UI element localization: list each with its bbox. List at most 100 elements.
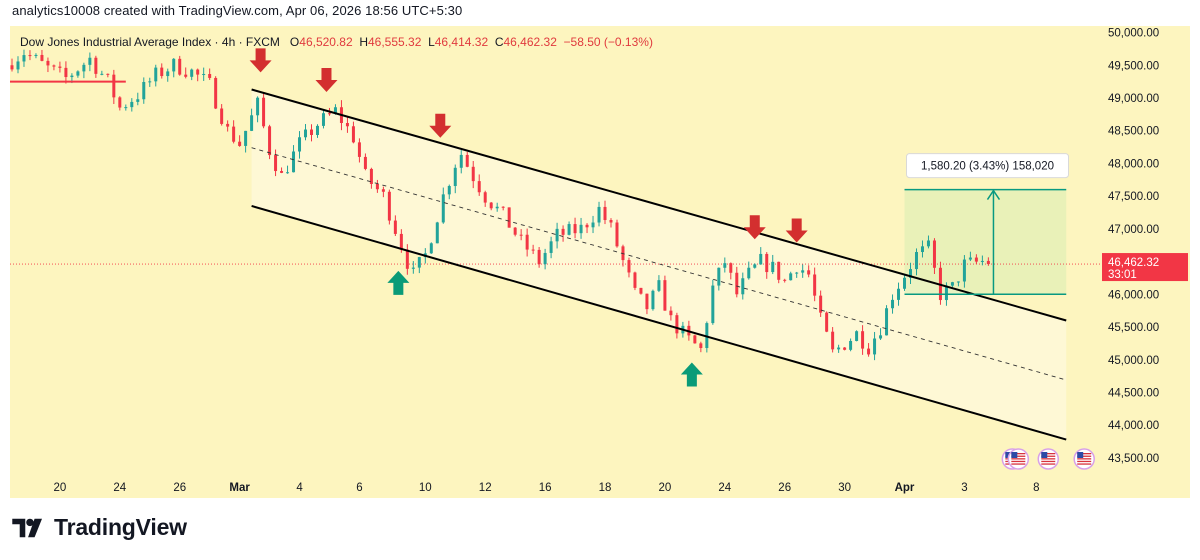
candle: [142, 77, 146, 104]
price-chart[interactable]: 43,500.00 44,000.00 44,500.00 45,000.00 45,5…: [10, 26, 1190, 498]
candle-body: [238, 141, 242, 146]
candle: [483, 190, 487, 207]
candle-body: [166, 71, 170, 77]
price-axis-label: 46,000.00: [1108, 289, 1159, 301]
candle: [58, 61, 62, 73]
candle-body: [891, 299, 895, 309]
candle-body: [333, 107, 337, 114]
candle-body: [914, 252, 918, 270]
candle: [513, 227, 517, 237]
candle-body: [94, 57, 98, 74]
candle-body: [208, 73, 212, 78]
candle: [154, 64, 158, 87]
candle-body: [375, 183, 379, 190]
candle: [202, 67, 206, 81]
candle: [136, 92, 140, 106]
channel-upper-line: [251, 88, 1067, 322]
candle-body: [106, 73, 110, 75]
candle: [867, 343, 871, 357]
candle-body: [777, 261, 781, 280]
candle: [405, 244, 409, 275]
candle-body: [651, 290, 655, 310]
candle: [753, 263, 757, 269]
candle: [537, 246, 541, 268]
candle: [232, 120, 236, 144]
tradingview-brand[interactable]: TradingView: [12, 514, 187, 541]
candle: [819, 290, 823, 317]
candle-body: [82, 64, 86, 72]
candle: [801, 264, 805, 278]
candle: [597, 201, 601, 227]
candle: [837, 344, 841, 353]
candle: [363, 153, 367, 171]
candle: [519, 229, 523, 241]
candle: [585, 223, 589, 234]
time-axis-label: 24: [113, 482, 126, 494]
candle-body: [298, 137, 302, 152]
candle-body: [226, 123, 230, 127]
candle: [669, 306, 673, 321]
legend-low-value: 46,414.32: [434, 35, 489, 49]
legend-symbol: Dow Jones Industrial Average Index · 4h …: [20, 35, 280, 49]
candle-body: [980, 260, 984, 262]
candle: [124, 104, 128, 111]
candle: [220, 104, 224, 126]
candle-body: [926, 240, 930, 247]
candle-body: [986, 260, 990, 265]
measure-box: [904, 189, 1067, 295]
candle-body: [819, 295, 823, 313]
candle: [88, 52, 92, 72]
price-axis-label: 50,000.00: [1108, 28, 1159, 40]
candle: [447, 184, 451, 200]
candle-body: [561, 228, 565, 235]
candle: [411, 261, 415, 274]
candle: [711, 279, 715, 325]
legend-close-value: 46,462.32: [503, 35, 557, 49]
candle-body: [471, 166, 475, 182]
candle-body: [124, 107, 128, 109]
candle: [112, 69, 116, 105]
candle-body: [849, 340, 853, 350]
candle: [968, 251, 972, 262]
down-arrow-icon: [743, 215, 766, 240]
candle: [310, 124, 313, 142]
candle: [956, 281, 960, 287]
candle: [501, 206, 505, 211]
candle-body: [88, 57, 92, 65]
candle-body: [932, 240, 936, 268]
candle: [795, 271, 799, 278]
candle: [849, 338, 853, 352]
chart-credit: analytics10008 created with TradingView.…: [12, 3, 463, 18]
measure-arrow-icon: [986, 189, 1001, 201]
candle: [932, 238, 936, 275]
candle: [926, 235, 930, 249]
candle: [429, 242, 433, 254]
candle: [675, 312, 679, 339]
candle: [723, 257, 727, 273]
candle: [717, 267, 721, 291]
time-axis-label: 26: [173, 482, 186, 494]
candle-body: [555, 228, 559, 242]
candle-body: [345, 123, 349, 127]
legend-low-label: L: [428, 35, 435, 49]
price-axis-label: 47,000.00: [1108, 224, 1159, 236]
candle-body: [944, 285, 948, 301]
candle: [663, 275, 667, 311]
candle: [825, 311, 829, 333]
candle: [315, 124, 319, 138]
candle-body: [172, 58, 176, 72]
candle: [843, 347, 847, 351]
price-axis-label: 48,000.00: [1108, 158, 1159, 170]
candle-body: [897, 288, 901, 300]
candle: [657, 275, 661, 293]
candle: [555, 222, 559, 249]
candle: [938, 261, 942, 305]
down-arrow-icon: [249, 48, 272, 73]
candle: [543, 248, 547, 270]
candle: [693, 334, 697, 344]
candle: [393, 215, 397, 237]
time-axis-label: 30: [838, 482, 851, 494]
candle-body: [663, 280, 667, 311]
candle-body: [879, 335, 883, 339]
candle: [94, 55, 98, 78]
